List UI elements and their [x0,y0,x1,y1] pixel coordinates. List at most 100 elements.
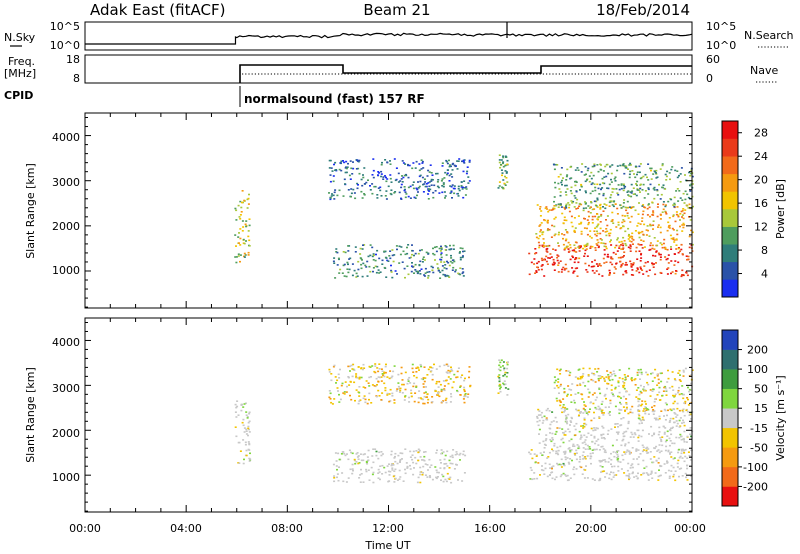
scatter-cell [537,237,540,240]
scatter-cell [381,263,384,265]
scatter-cell [681,422,683,424]
scatter-cell [670,248,673,250]
scatter-cell [687,386,689,389]
scatter-cell [641,213,644,216]
scatter-cell [548,228,551,231]
scatter-cell [599,461,602,463]
scatter-cell [640,257,643,259]
scatter-cell [593,435,596,438]
scatter-cell [587,448,590,450]
scatter-cell [553,269,556,271]
scatter-cell [590,177,593,180]
scatter-cell [544,467,547,470]
scatter-cell [613,266,616,268]
scatter-cell [449,192,452,194]
scatter-cell [552,258,555,261]
scatter-cell [247,254,250,256]
scatter-cell [447,376,450,378]
scatter-cell [630,378,633,380]
scatter-cell [662,208,665,211]
scatter-cell [612,471,615,474]
scatter-cell [412,162,415,164]
scatter-cell [393,399,396,401]
scatter-cell [443,458,446,461]
scatter-cell [657,226,659,228]
scatter-cell [441,269,444,272]
scatter-cell [401,379,404,381]
scatter-cell [560,407,563,410]
scatter-cell [407,186,410,189]
scatter-cell [359,247,362,250]
scatter-cell [346,261,349,264]
scatter-cell [441,185,444,187]
scatter-cell [637,449,640,451]
scatter-cell [371,192,374,195]
scatter-cell [673,196,676,199]
scatter-cell [680,248,683,251]
scatter-cell [351,463,354,466]
scatter-cell [363,183,366,185]
scatter-cell [613,455,616,458]
scatter-cell [464,187,467,189]
scatter-cell [467,182,470,184]
scatter-cell [571,383,574,385]
scatter-cell [536,420,539,423]
scatter-cell [248,239,251,242]
scatter-cell [653,248,656,250]
scatter-cell [563,216,566,219]
scatter-cell [343,178,346,181]
scatter-cell [690,418,692,420]
scatter-cell [567,413,570,416]
scatter-cell [461,160,463,163]
scatter-cell [392,464,395,466]
scatter-cell [635,183,637,185]
scatter-cell [653,197,656,200]
scatter-cell [431,269,434,272]
scatter-cell [557,378,560,380]
scatter-cell [535,454,538,457]
scatter-cell [405,462,408,464]
scatter-cell [636,429,639,432]
scatter-cell [445,246,448,248]
scatter-cell [651,380,654,382]
scatter-cell [588,446,591,448]
scatter-cell [457,187,460,190]
scatter-cell [336,387,339,389]
scatter-cell [428,181,431,183]
scatter-cell [332,175,335,177]
scatter-cell [429,366,432,368]
scatter-cell [597,379,600,382]
scatter-cell [621,377,624,380]
scatter-cell [611,187,614,190]
scatter-cell [546,208,548,210]
scatter-cell [373,385,376,387]
scatter-cell [499,166,502,169]
scatter-cell [642,273,645,275]
scatter-cell [426,175,429,177]
scatter-cell [622,432,625,435]
scatter-cell [623,187,626,190]
scatter-cell [546,475,549,478]
scatter-cell [458,454,461,456]
scatter-cell [355,373,358,375]
colorbar-band [722,138,738,157]
scatter-cell [597,265,599,267]
scatter-cell [427,252,430,255]
scatter-cell [645,407,647,409]
scatter-cell [560,458,563,461]
scatter-cell [418,175,421,178]
scatter-cell [548,427,551,430]
scatter-cell [423,451,425,453]
scatter-cell [401,383,404,386]
scatter-cell [606,253,609,256]
scatter-cell [378,272,381,274]
scatter-cell [680,448,683,451]
scatter-cell [358,462,361,464]
scatter-cell [238,232,240,234]
scatter-cell [680,467,683,470]
scatter-cell [611,393,614,396]
scatter-cell [683,449,686,452]
scatter-cell [587,374,590,376]
scatter-cell [627,238,630,240]
scatter-cell [564,239,567,242]
